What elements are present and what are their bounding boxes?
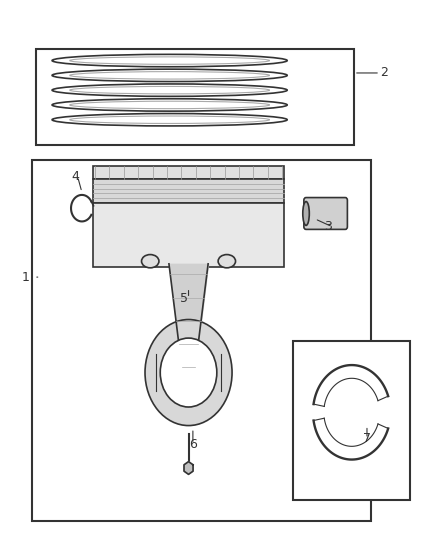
Bar (93, 166, 284, 179)
Text: 5: 5 (180, 292, 188, 305)
Ellipse shape (52, 69, 287, 82)
Bar (293, 341, 410, 500)
Text: 4: 4 (71, 170, 79, 183)
Ellipse shape (70, 86, 269, 94)
Polygon shape (184, 462, 193, 474)
Ellipse shape (70, 57, 269, 64)
Ellipse shape (52, 114, 287, 126)
Ellipse shape (141, 255, 159, 268)
Bar (93, 179, 284, 203)
Circle shape (160, 338, 217, 407)
Ellipse shape (70, 116, 269, 124)
Ellipse shape (70, 101, 269, 109)
Circle shape (145, 319, 232, 425)
Text: 7: 7 (363, 432, 371, 446)
Ellipse shape (303, 201, 309, 225)
Ellipse shape (52, 99, 287, 111)
Text: 6: 6 (189, 438, 197, 450)
FancyBboxPatch shape (304, 198, 347, 229)
Text: 3: 3 (324, 220, 332, 233)
Ellipse shape (70, 71, 269, 79)
Text: 1: 1 (21, 271, 29, 284)
Bar (93, 203, 284, 266)
Ellipse shape (52, 54, 287, 67)
Bar (32, 160, 371, 521)
Text: 2: 2 (381, 67, 389, 79)
Bar (36, 49, 354, 144)
Ellipse shape (218, 255, 236, 268)
Ellipse shape (52, 84, 287, 96)
